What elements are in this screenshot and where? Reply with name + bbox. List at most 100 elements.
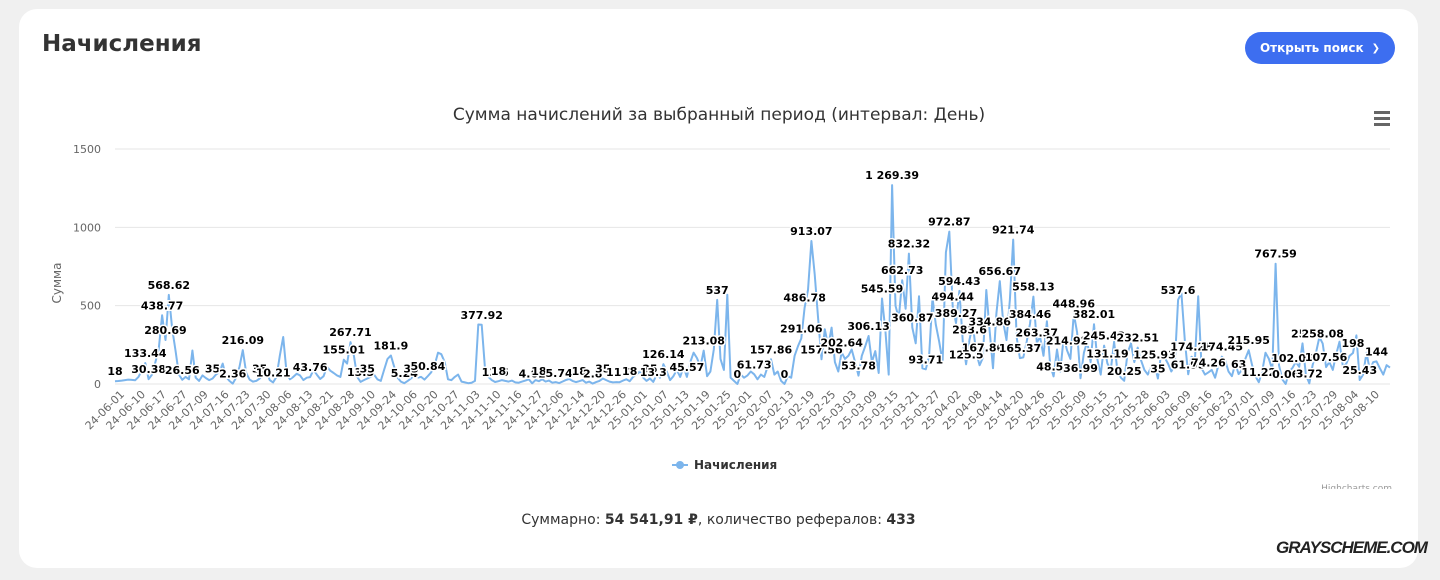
charges-card: Начисления Открыть поиск ❯ Сумма начисле… [19, 9, 1418, 568]
data-label: 25.43 [1342, 364, 1377, 377]
data-label: 545.59 [861, 283, 903, 296]
data-label: 30.38 [131, 363, 166, 376]
data-label: 198 [1342, 337, 1365, 350]
data-label: 12.6 [482, 366, 509, 379]
legend-label: Начисления [694, 458, 777, 472]
data-label: 18 [572, 365, 587, 378]
data-label: 35 [360, 363, 375, 376]
data-label: 35 [642, 363, 657, 376]
y-tick-label: 1500 [73, 143, 101, 156]
data-label: 594.43 [938, 275, 980, 288]
data-label: 165.37 [999, 342, 1041, 355]
data-label: 2.8 [583, 368, 603, 381]
data-label: 61.73 [737, 358, 772, 371]
data-label: 384.46 [1009, 308, 1052, 321]
data-label: 438.77 [141, 299, 183, 312]
summary-referral-count: 433 [886, 512, 916, 528]
y-axis-label: Сумма [50, 263, 64, 304]
data-label: 448.96 [1053, 298, 1096, 311]
data-label: 107.56 [1305, 351, 1348, 364]
data-label: 45.57 [670, 361, 705, 374]
summary-middle: , количество рефералов: [697, 512, 887, 528]
data-label: 50.84 [410, 360, 445, 373]
data-label: 558.13 [1012, 281, 1054, 294]
data-label: 13.3 [640, 366, 667, 379]
data-label: 11.22 [1241, 366, 1276, 379]
data-label: 10.21 [256, 366, 291, 379]
data-label: 93.71 [908, 353, 943, 366]
data-label: 174.28 [1170, 341, 1212, 354]
data-label: 382.01 [1073, 308, 1115, 321]
series-line [114, 184, 1391, 385]
data-label: 26.56 [165, 364, 200, 377]
summary-line: Суммарно: 54 541,91 ₽, количество рефера… [19, 512, 1418, 528]
data-label: 334.86 [968, 316, 1011, 329]
summary-total: 54 541,91 ₽ [604, 512, 698, 528]
data-label: 18 [622, 365, 637, 378]
data-label: 232.51 [1116, 332, 1158, 345]
data-label: 913.07 [790, 225, 832, 238]
chevron-down-icon: ❯ [1371, 42, 1381, 54]
menu-icon-bar [1374, 117, 1390, 120]
data-label: 215.95 [1227, 334, 1269, 347]
data-label: 35 [595, 363, 610, 376]
open-search-button[interactable]: Открыть поиск ❯ [1245, 32, 1395, 64]
data-label: 36.99 [1063, 362, 1098, 375]
data-label: 4.62 [519, 367, 546, 380]
data-label: 1 269.39 [865, 169, 919, 182]
data-label: 11.7 [606, 366, 633, 379]
data-label: 157.56 [800, 343, 843, 356]
data-label: 174.45 [1201, 341, 1243, 354]
data-label: 267.71 [329, 326, 371, 339]
data-label: 3.72 [1296, 367, 1323, 380]
data-label: 35 [205, 363, 220, 376]
menu-icon-bar [1374, 123, 1390, 126]
data-label: 202.64 [820, 336, 863, 349]
data-label: 74.26 [1191, 356, 1226, 369]
data-label: 5.74 [545, 367, 572, 380]
data-label: 537.6 [1161, 284, 1196, 297]
data-label: 216.09 [222, 334, 264, 347]
data-label: 921.74 [992, 224, 1035, 237]
data-label: 133.44 [124, 347, 167, 360]
data-label: 35 [252, 363, 267, 376]
menu-icon[interactable] [1374, 111, 1390, 126]
chart-title: Сумма начислений за выбранный период (ин… [453, 105, 985, 125]
summary-prefix: Суммарно: [521, 512, 605, 528]
data-label: 155.01 [323, 344, 365, 357]
data-label: 0 [734, 368, 742, 381]
data-label: 972.87 [928, 216, 970, 229]
y-tick-label: 1000 [73, 221, 101, 234]
data-label: 18 [531, 365, 546, 378]
data-label: 0.06 [1272, 368, 1299, 381]
data-label: 43.76 [293, 361, 328, 374]
data-label: 61.95 [1171, 358, 1206, 371]
data-label: 494.44 [931, 291, 974, 304]
data-label: 306.13 [847, 320, 889, 333]
data-label: 280.69 [144, 324, 186, 337]
data-label: 486.78 [783, 292, 825, 305]
data-label: 102.05 [1271, 352, 1313, 365]
data-label: 767.59 [1254, 248, 1296, 261]
data-label: 181.9 [373, 340, 408, 353]
data-label: 832.32 [888, 238, 930, 251]
charges-chart: Сумма начислений за выбранный период (ин… [50, 105, 1392, 489]
data-label: 63 [1231, 358, 1246, 371]
data-label: 5.24 [391, 367, 418, 380]
data-label: 213.08 [682, 335, 724, 348]
menu-icon-bar [1374, 111, 1390, 114]
data-label: 53.78 [841, 360, 876, 373]
data-label: 126.14 [642, 348, 685, 361]
data-label: 0 [781, 368, 789, 381]
data-label: 214.92 [1046, 334, 1088, 347]
data-label: 157.86 [750, 343, 793, 356]
legend-marker-icon [676, 461, 684, 469]
data-label: 131.19 [1086, 347, 1128, 360]
data-label: 259 [1291, 327, 1314, 340]
data-label: 35 [403, 363, 418, 376]
data-label: 35 [1150, 363, 1165, 376]
data-label: 283.6 [952, 324, 987, 337]
chart-credit: Highcharts.com [1321, 484, 1392, 489]
data-label: 656.67 [979, 265, 1021, 278]
watermark-text: GRAYSCHEME.COM [1276, 538, 1428, 557]
